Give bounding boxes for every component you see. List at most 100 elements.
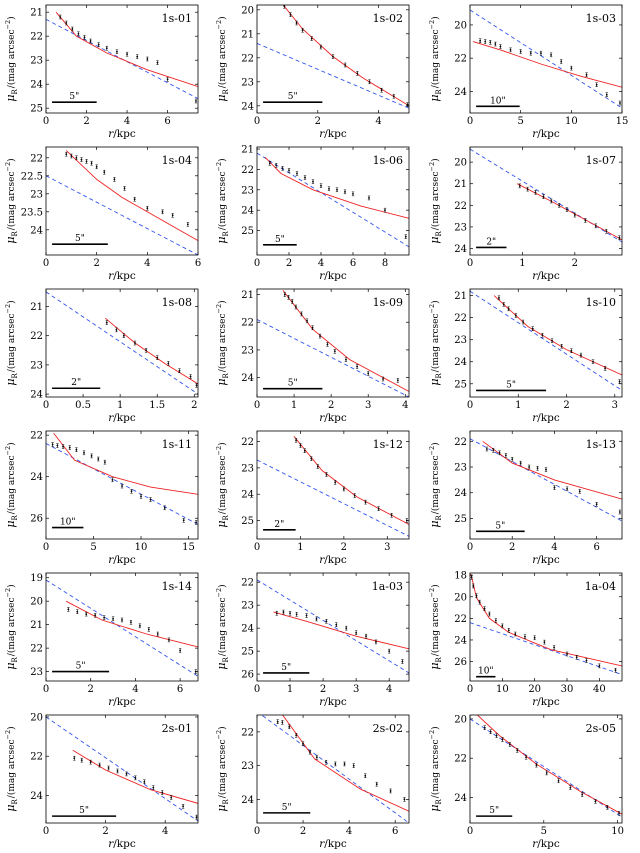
data-point (529, 50, 532, 56)
y-tick-label: 20 (241, 5, 254, 16)
data-point (521, 319, 525, 325)
data-point (178, 368, 181, 373)
data-point (580, 792, 584, 797)
x-tick-label: 2 (315, 116, 321, 127)
axes-frame (469, 714, 623, 824)
data-point (355, 364, 359, 369)
axes-frame (256, 714, 410, 824)
sersic-fit-curve (65, 150, 198, 241)
y-tick-label: 24 (241, 373, 254, 384)
data-point (516, 748, 519, 753)
data-point (85, 159, 88, 164)
x-tick-label: 2 (83, 116, 89, 127)
panel-1s-07: 0 1 2 20 21 22 23 24 1s-07 2" r/kpc μR/(mag arcsec−… (428, 146, 623, 282)
data-point (295, 612, 298, 617)
data-point (575, 654, 578, 660)
data-point (381, 376, 385, 382)
data-point (97, 42, 100, 47)
data-point (403, 797, 406, 802)
x-tick-label: 0 (467, 542, 473, 553)
panel-1s-11: 0 5 10 15 22 24 26 1s-11 10" r/kpc μR/(mag arcsec−… (4, 430, 199, 566)
data-point (501, 737, 504, 742)
axes-frame (469, 146, 623, 256)
x-tick-label: 0 (43, 258, 49, 269)
axes-frame (469, 288, 623, 398)
sersic-fit-curve (72, 749, 198, 804)
plot-area (257, 579, 409, 674)
disk-fit-line (46, 716, 198, 822)
y-axis-label: μR/(mag arcsec−2) (4, 442, 19, 527)
x-tick-label: 4 (318, 258, 324, 269)
x-axis-label: r/kpc (108, 554, 136, 566)
data-point (594, 799, 597, 804)
data-point (356, 71, 359, 76)
data-point (585, 72, 588, 78)
panel-title: 2s-02 (373, 722, 403, 735)
data-point (565, 486, 569, 492)
axes-frame (45, 430, 199, 540)
data-point (524, 754, 528, 760)
y-tick-label: 21 (454, 179, 467, 190)
y-axis-label: μR/(mag arcsec−2) (4, 300, 19, 385)
data-point (485, 446, 489, 452)
x-tick-label: 0 (254, 684, 260, 695)
sersic-fit-curve (282, 290, 409, 392)
data-point (570, 65, 573, 71)
x-tick-label: 10 (135, 542, 148, 553)
y-tick-label: 22 (30, 644, 43, 655)
x-tick-label: 5 (90, 542, 96, 553)
data-point (344, 357, 348, 362)
axes-frame (45, 146, 199, 256)
scale-bar-label: 10" (490, 96, 506, 106)
data-point (545, 770, 548, 776)
data-point (507, 627, 511, 633)
y-tick-label: 23 (454, 463, 467, 474)
y-tick-label: 21 (454, 291, 467, 302)
data-point (553, 485, 556, 490)
data-point (178, 648, 182, 653)
data-point (518, 183, 521, 189)
plot-area (470, 9, 622, 109)
data-point (342, 486, 346, 492)
scale-bar-label: 5" (275, 235, 285, 245)
scale-bar-label: 5" (288, 379, 298, 389)
x-tick-label: 40 (593, 684, 606, 695)
y-tick-label: 21 (30, 8, 43, 19)
data-point (275, 163, 278, 168)
data-point (509, 47, 512, 53)
x-axis-label: r/kpc (108, 270, 136, 282)
data-point (111, 616, 115, 622)
data-point (111, 477, 114, 483)
data-point (136, 54, 139, 59)
data-point (605, 228, 608, 234)
y-tick-label: 20 (454, 592, 467, 603)
sersic-fit-curve (482, 440, 622, 500)
panel-title: 1s-04 (162, 154, 192, 167)
data-point (303, 448, 306, 454)
data-point (156, 631, 159, 637)
panel-title: 2s-05 (586, 722, 616, 735)
y-tick-label: 24 (454, 793, 467, 804)
plot-area (46, 579, 198, 677)
data-point (499, 44, 502, 49)
y-axis-label: μR/(mag arcsec−2) (215, 442, 230, 527)
data-point (484, 39, 487, 44)
y-tick-label: 24 (30, 390, 43, 401)
data-point (618, 379, 621, 384)
data-point (149, 497, 152, 502)
x-tick-label: 0 (43, 116, 49, 127)
data-point (305, 613, 308, 618)
y-tick-label: 21 (241, 145, 254, 156)
data-point (591, 359, 595, 364)
x-tick-label: 1 (117, 400, 123, 411)
y-tick-label: 22 (241, 578, 254, 589)
x-tick-label: 15 (182, 542, 195, 553)
x-tick-label: 2 (328, 400, 334, 411)
data-point (161, 790, 164, 795)
data-point (364, 499, 367, 505)
y-tick-label: 22 (30, 331, 43, 342)
y-tick-label: 23 (454, 335, 467, 346)
y-tick-label: 21 (30, 620, 43, 631)
data-point (557, 203, 561, 208)
data-point (595, 502, 598, 507)
